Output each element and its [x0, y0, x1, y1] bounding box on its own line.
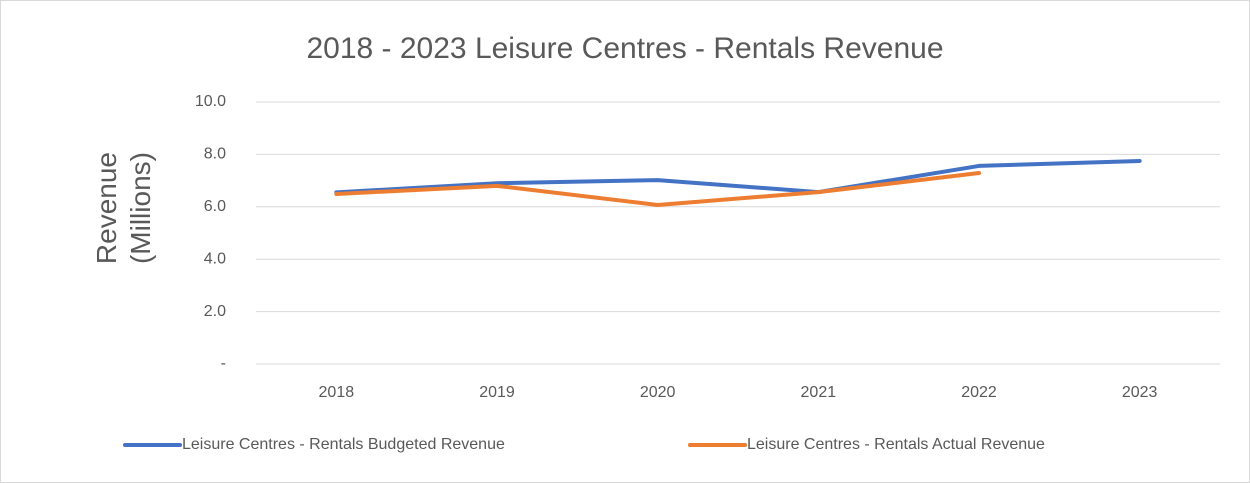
- y-axis-label-line: Revenue: [91, 152, 122, 264]
- x-tick-label: 2020: [640, 384, 676, 401]
- x-tick-label: 2021: [801, 384, 837, 401]
- x-tick-label: 2019: [479, 384, 515, 401]
- y-tick-label: 8.0: [204, 146, 226, 163]
- chart-border: [1, 1, 1250, 483]
- y-axis-label-line: (Millions): [125, 152, 156, 264]
- chart: 2018 - 2023 Leisure Centres - Rentals Re…: [0, 0, 1250, 483]
- legend-label: Leisure Centres - Rentals Actual Revenue: [747, 436, 1045, 453]
- y-tick-label: 6.0: [204, 198, 226, 215]
- chart-title: 2018 - 2023 Leisure Centres - Rentals Re…: [306, 32, 943, 65]
- x-tick-label: 2022: [961, 384, 997, 401]
- y-tick-label: 10.0: [195, 93, 226, 110]
- x-tick-label: 2023: [1122, 384, 1158, 401]
- y-tick-label: 4.0: [204, 250, 226, 267]
- y-tick-label: -: [221, 355, 226, 372]
- y-tick-label: 2.0: [204, 303, 226, 320]
- legend-label: Leisure Centres - Rentals Budgeted Reven…: [182, 436, 505, 453]
- x-tick-label: 2018: [319, 384, 355, 401]
